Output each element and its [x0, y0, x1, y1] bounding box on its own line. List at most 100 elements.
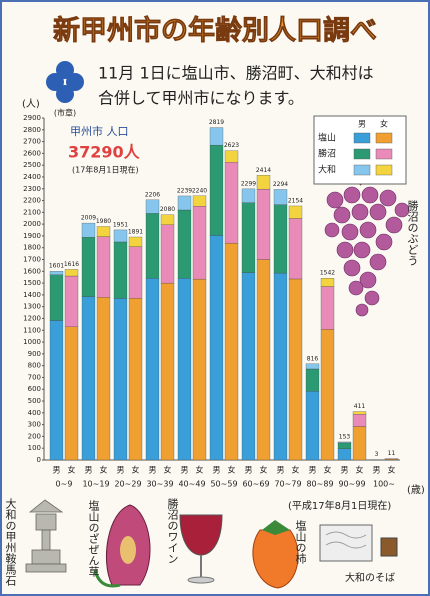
y-tick-label: 2800: [23, 126, 41, 134]
bar-segment: [160, 224, 175, 284]
y-tick-label: 2200: [23, 197, 41, 205]
bar-segment: [209, 127, 224, 146]
bar-segment: [224, 242, 239, 461]
bar-segment: [177, 278, 192, 461]
bar-segment: [177, 209, 192, 279]
sex-label: 男: [341, 466, 349, 475]
bar-segment: [352, 426, 367, 461]
y-tick-label: 2600: [23, 149, 41, 157]
total-label: 2239: [177, 187, 192, 194]
stone-lantern: [25, 499, 67, 573]
sex-label: 女: [68, 465, 76, 475]
y-tick-label: 2700: [23, 138, 41, 146]
sex-label: 女: [196, 465, 204, 475]
total-label: 411: [354, 403, 366, 410]
sex-label: 男: [85, 466, 93, 475]
bar-segment: [81, 296, 96, 461]
bar-segment: [256, 175, 271, 190]
total-label: 1601: [49, 263, 64, 270]
y-tick-label: 400: [28, 409, 41, 417]
y-tick-label: 600: [28, 385, 41, 393]
y-tick-label: 1900: [23, 232, 41, 240]
bar-segment: [177, 195, 192, 211]
bar-segment: [288, 218, 303, 280]
sex-label: 女: [356, 465, 364, 475]
total-label: 2414: [256, 167, 271, 174]
bar-segment: [209, 235, 224, 461]
total-label: 2009: [81, 215, 96, 222]
y-tick-label: 1200: [23, 314, 41, 322]
sex-label: 女: [228, 465, 236, 475]
x-tick-label: 20~29: [114, 480, 141, 489]
x-tick-label: 100~: [373, 480, 395, 489]
x-tick-label: 40~49: [178, 480, 205, 489]
legend-row: 塩山: [318, 132, 336, 144]
y-tick-label: 1100: [23, 326, 41, 334]
bar-segment: [128, 298, 143, 461]
bar-segment: [320, 329, 335, 461]
sex-label: 女: [260, 465, 268, 475]
emblem: [46, 61, 84, 103]
bar-segment: [96, 226, 111, 237]
sex-label: 男: [309, 466, 317, 475]
bar-segment: [81, 222, 96, 238]
sex-label: 男: [149, 466, 157, 475]
x-tick-label: 60~69: [242, 480, 269, 489]
y-tick-label: 2000: [23, 220, 41, 228]
sex-label: 男: [181, 466, 189, 475]
bar-segment: [128, 246, 143, 299]
bar-segment: [49, 320, 64, 461]
y-tick-label: 100: [28, 444, 41, 452]
y-tick-label: 1700: [23, 256, 41, 264]
population-total: 37290人: [68, 143, 141, 162]
bar-segment: [241, 202, 256, 273]
y-tick-label: 200: [28, 432, 41, 440]
total-label: 3: [375, 451, 379, 458]
bar-segment: [224, 162, 239, 244]
bar-segment: [256, 188, 271, 260]
bar-segment: [320, 278, 335, 287]
bar-segment: [192, 278, 207, 461]
illustration-label: 勝沼のワイン: [166, 497, 179, 564]
total-label: 2154: [288, 197, 303, 204]
x-unit: (歳): [407, 484, 425, 496]
bar-segment: [64, 269, 79, 277]
y-tick-label: 500: [28, 397, 41, 405]
y-tick-label: 2300: [23, 185, 41, 193]
legend-row: 勝沼: [318, 148, 336, 160]
bar-segment: [192, 195, 207, 207]
total-label: 2206: [145, 191, 160, 198]
bar-segment: [273, 189, 288, 205]
y-unit: (人): [22, 98, 40, 110]
sex-label: 女: [292, 465, 300, 475]
bar-segment: [209, 144, 224, 236]
bar-segment: [241, 272, 256, 461]
bar-segment: [49, 274, 64, 321]
sex-label: 女: [388, 465, 396, 475]
bar-segment: [288, 278, 303, 461]
total-label: 1616: [64, 261, 79, 268]
total-label: 2299: [241, 180, 256, 187]
bar-segment: [337, 441, 352, 444]
illustration-label: 大和の甲州鞍馬石: [4, 497, 17, 586]
x-tick-label: 50~59: [210, 480, 237, 489]
bar-segment: [337, 442, 352, 449]
legend-swatch: [353, 148, 371, 160]
bar-segment: [273, 272, 288, 461]
x-tick-label: 80~89: [306, 480, 333, 489]
as-of: (平成17年8月1日現在): [288, 499, 391, 512]
y-tick-label: 1000: [23, 338, 41, 346]
y-tick-label: 1500: [23, 279, 41, 287]
bar-segment: [113, 241, 128, 299]
y-tick-label: 700: [28, 373, 41, 381]
x-tick-label: 90~99: [338, 480, 365, 489]
sex-label: 女: [132, 465, 140, 475]
bar-segment: [192, 206, 207, 280]
bar-segment: [145, 199, 160, 214]
total-label: 816: [307, 355, 319, 362]
bar-segment: [273, 204, 288, 274]
total-label: 2623: [224, 142, 239, 149]
illustration-label: 大和のそば: [345, 571, 395, 584]
y-tick-label: 300: [28, 421, 41, 429]
